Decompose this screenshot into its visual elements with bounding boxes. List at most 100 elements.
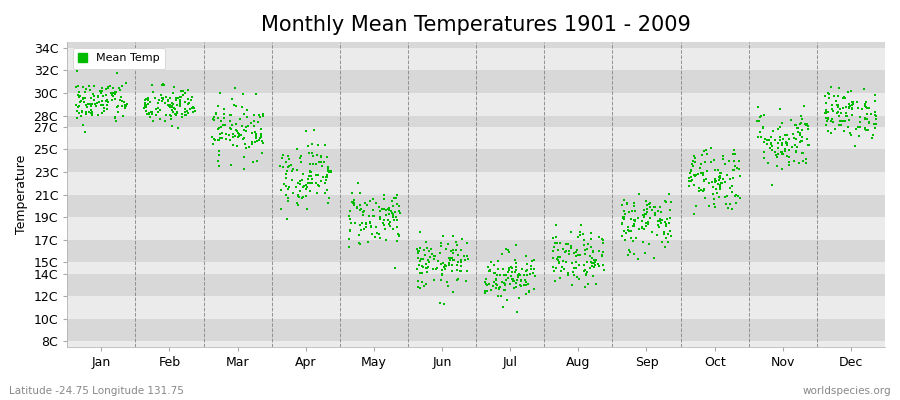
- Point: [386, 203, 400, 209]
- Point: [117, 102, 131, 108]
- Point: [285, 190, 300, 196]
- Point: [699, 168, 714, 174]
- Point: [697, 147, 711, 154]
- Point: [109, 118, 123, 124]
- Point: [764, 140, 778, 146]
- Point: [634, 224, 649, 230]
- Point: [168, 111, 183, 118]
- Point: [481, 264, 495, 270]
- Point: [70, 108, 85, 114]
- Point: [145, 82, 159, 88]
- Point: [615, 220, 629, 226]
- Point: [226, 142, 240, 148]
- Point: [779, 153, 794, 159]
- Point: [227, 102, 241, 108]
- Point: [390, 192, 404, 198]
- Point: [793, 121, 807, 127]
- Point: [212, 90, 227, 96]
- Point: [616, 214, 631, 220]
- Point: [860, 105, 874, 111]
- Point: [150, 109, 165, 115]
- Point: [320, 154, 335, 160]
- Point: [727, 158, 742, 164]
- Point: [654, 209, 669, 216]
- Point: [77, 88, 92, 95]
- Point: [375, 205, 390, 212]
- Point: [773, 123, 788, 130]
- Point: [571, 247, 585, 253]
- Point: [615, 202, 629, 208]
- Point: [420, 245, 435, 252]
- Point: [832, 122, 847, 129]
- Point: [850, 99, 865, 106]
- Text: Latitude -24.75 Longitude 131.75: Latitude -24.75 Longitude 131.75: [9, 386, 184, 396]
- Point: [561, 271, 575, 277]
- Point: [168, 106, 183, 113]
- Point: [281, 152, 295, 159]
- Point: [174, 88, 188, 95]
- Point: [694, 170, 708, 176]
- Point: [479, 276, 493, 282]
- Point: [385, 210, 400, 217]
- Bar: [68, 274, 885, 296]
- Point: [294, 195, 309, 201]
- Point: [299, 193, 313, 199]
- Bar: [68, 296, 885, 319]
- Point: [439, 246, 454, 252]
- Point: [842, 116, 857, 123]
- Bar: [68, 42, 885, 48]
- Point: [637, 211, 652, 217]
- Point: [765, 143, 779, 150]
- Point: [82, 109, 96, 115]
- Point: [291, 192, 305, 199]
- Point: [166, 123, 180, 130]
- Point: [843, 88, 858, 94]
- Point: [153, 106, 167, 113]
- Point: [411, 248, 426, 254]
- Point: [347, 201, 362, 208]
- Point: [101, 84, 115, 90]
- Point: [214, 134, 229, 141]
- Point: [554, 264, 569, 271]
- Point: [229, 103, 243, 109]
- Point: [346, 197, 361, 203]
- Point: [595, 253, 609, 259]
- Point: [183, 106, 197, 112]
- Y-axis label: Temperature: Temperature: [15, 155, 28, 234]
- Point: [459, 240, 473, 246]
- Point: [379, 212, 393, 218]
- Point: [858, 126, 872, 132]
- Point: [698, 159, 712, 166]
- Point: [556, 258, 571, 264]
- Point: [438, 266, 453, 272]
- Legend: Mean Temp: Mean Temp: [73, 48, 166, 69]
- Point: [421, 248, 436, 254]
- Point: [446, 257, 461, 263]
- Point: [248, 128, 262, 135]
- Point: [845, 112, 859, 119]
- Point: [569, 265, 583, 271]
- Point: [712, 174, 726, 180]
- Point: [369, 200, 383, 206]
- Point: [757, 149, 771, 156]
- Point: [580, 259, 594, 266]
- Point: [831, 109, 845, 115]
- Point: [831, 104, 845, 111]
- Point: [296, 194, 310, 200]
- Point: [157, 95, 171, 102]
- Point: [451, 276, 465, 282]
- Point: [858, 116, 872, 122]
- Point: [320, 164, 335, 171]
- Point: [324, 169, 338, 175]
- Point: [366, 212, 381, 219]
- Point: [163, 104, 177, 110]
- Point: [861, 127, 876, 133]
- Point: [175, 110, 189, 117]
- Point: [77, 129, 92, 135]
- Point: [868, 92, 882, 98]
- Point: [87, 101, 102, 108]
- Point: [410, 247, 425, 254]
- Point: [626, 216, 641, 223]
- Point: [181, 96, 195, 102]
- Point: [545, 235, 560, 242]
